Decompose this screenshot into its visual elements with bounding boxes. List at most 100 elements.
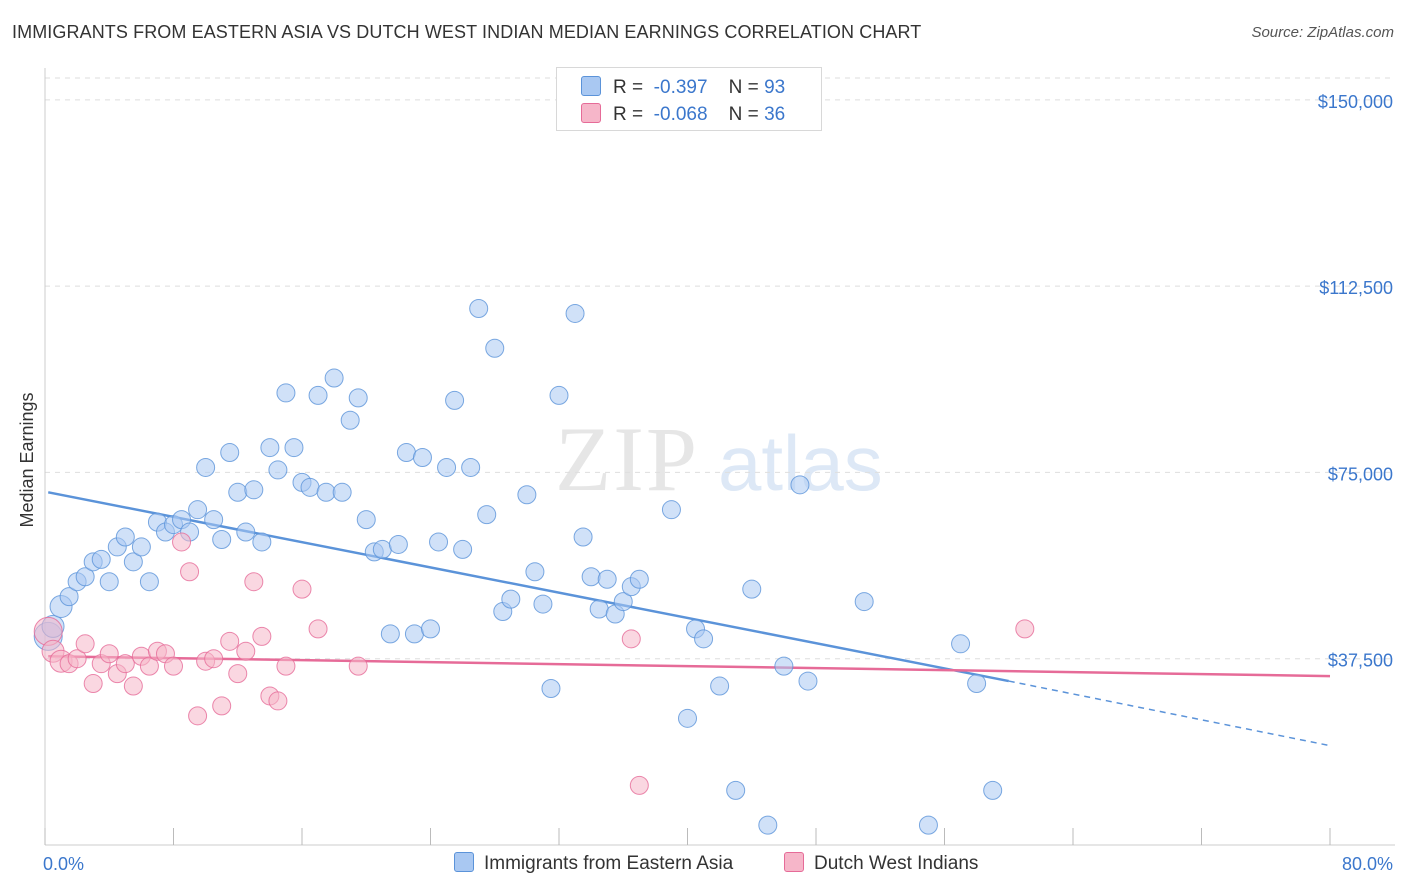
data-point: [388, 534, 408, 554]
data-point: [123, 552, 143, 572]
data-point: [228, 664, 248, 684]
data-point: [613, 592, 633, 612]
data-point: [236, 641, 256, 661]
data-point: [533, 594, 553, 614]
data-point: [284, 438, 304, 458]
legend-swatch-blue: [581, 76, 601, 96]
tick-labels: $37,500 $75,000 $112,500 $150,000 0.0% 80.0%: [43, 92, 1393, 874]
legend-row-dutch-west-indians: R = -0.068 N = 36: [581, 103, 785, 127]
data-point: [501, 589, 521, 609]
data-point: [268, 460, 288, 480]
data-point: [308, 385, 328, 405]
data-point: [164, 656, 183, 676]
data-point: [300, 477, 320, 497]
data-point: [180, 562, 200, 582]
y-tick-label: $112,500: [1319, 278, 1393, 298]
data-point: [268, 691, 288, 711]
data-point: [188, 706, 208, 726]
n-label: N =: [728, 77, 759, 98]
r-label: R =: [613, 104, 644, 125]
data-point: [276, 656, 296, 676]
data-point: [396, 443, 416, 463]
legend-label: Dutch West Indians: [814, 853, 979, 874]
y-tick-label: $150,000: [1318, 92, 1393, 112]
legend-swatch-pink: [784, 852, 804, 872]
data-point: [404, 624, 424, 644]
data-point: [517, 485, 537, 505]
data-point: [983, 780, 1003, 800]
data-point: [340, 410, 360, 430]
data-point: [139, 572, 159, 592]
data-point: [629, 569, 649, 589]
data-point: [188, 500, 208, 520]
r-value: -0.397: [653, 77, 708, 98]
data-point: [918, 815, 938, 835]
data-point: [573, 527, 593, 547]
y-axis-label: Median Earnings: [17, 392, 37, 527]
data-point: [380, 624, 400, 644]
data-point: [485, 338, 505, 358]
gridlines: [45, 77, 1395, 660]
data-point: [59, 587, 79, 607]
data-point: [316, 482, 336, 502]
n-value: 36: [764, 104, 786, 125]
data-point: [67, 649, 87, 669]
data-point: [967, 674, 987, 694]
data-point: [244, 480, 264, 500]
data-point: [445, 390, 465, 410]
data-point: [477, 505, 497, 525]
series-eastern-asia: [33, 298, 1003, 835]
n-value: 93: [764, 77, 786, 98]
data-point: [372, 539, 392, 559]
data-point: [244, 572, 264, 592]
data-point: [123, 676, 143, 696]
data-point: [1015, 619, 1035, 639]
data-point: [461, 457, 481, 477]
data-point: [678, 708, 697, 728]
trend-line-dutch-west-indians: [48, 654, 1331, 678]
data-point: [115, 527, 135, 547]
data-point: [726, 780, 746, 800]
data-point: [212, 696, 232, 716]
x-tick-label: 0.0%: [43, 854, 84, 874]
data-point: [172, 532, 192, 552]
data-point: [348, 656, 368, 676]
series-legend: Immigrants from Eastern Asia Dutch West …: [0, 852, 1406, 878]
legend-item-dutch-west-indians: Dutch West Indians: [784, 852, 978, 875]
data-point: [220, 443, 240, 463]
y-tick-label: $37,500: [1328, 651, 1393, 671]
data-point: [212, 529, 232, 549]
data-point: [629, 775, 649, 795]
trend-line-eastern-asia: [47, 491, 1009, 683]
data-point: [276, 383, 296, 403]
data-point: [589, 599, 609, 619]
data-point: [541, 679, 561, 699]
data-point: [597, 569, 617, 589]
data-point: [131, 537, 151, 557]
data-point: [453, 539, 473, 559]
trend-line-extension: [1008, 680, 1331, 747]
data-point: [854, 592, 874, 612]
data-point: [421, 619, 440, 639]
data-point: [260, 438, 280, 458]
data-point: [204, 649, 224, 669]
data-point: [469, 298, 489, 318]
data-point: [75, 634, 95, 654]
data-point: [758, 815, 778, 835]
source-credit: Source: ZipAtlas.com: [1251, 24, 1394, 41]
data-point: [798, 671, 818, 691]
data-point: [774, 656, 794, 676]
data-point: [204, 510, 224, 530]
data-point: [292, 579, 312, 599]
data-point: [91, 549, 111, 569]
x-tick-label: 80.0%: [1342, 854, 1393, 874]
data-point: [412, 448, 432, 468]
data-point: [75, 567, 95, 587]
data-point: [581, 567, 601, 587]
data-point: [356, 510, 376, 530]
n-label: N =: [728, 104, 759, 125]
axes: [44, 68, 1395, 846]
series-dutch-west-indians: [33, 532, 1035, 795]
data-point: [661, 500, 681, 520]
data-point: [228, 482, 248, 502]
